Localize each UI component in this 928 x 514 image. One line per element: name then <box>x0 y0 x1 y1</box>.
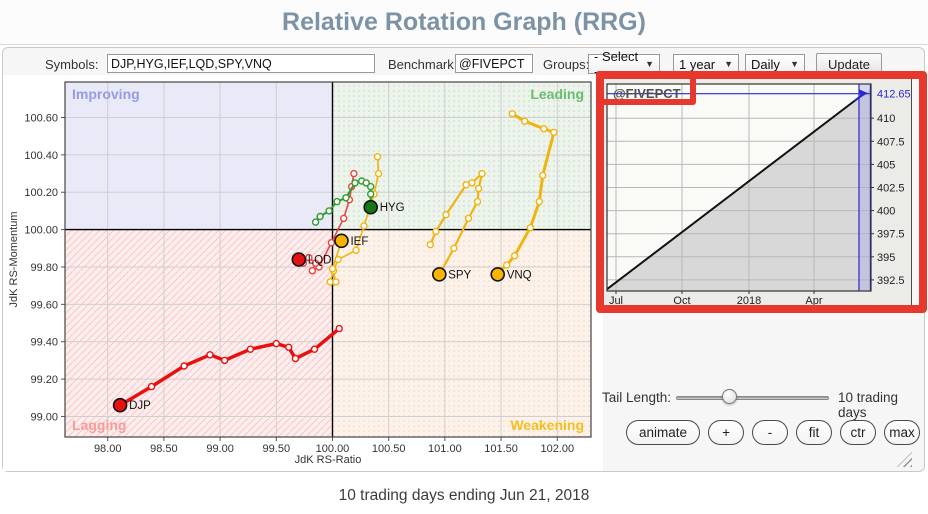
max-button[interactable]: max <box>884 420 921 445</box>
svg-text:99.00: 99.00 <box>30 411 58 423</box>
benchmark-chart-widget: 410 407.5 405 402.5 400 397.5 395 392.5 Jul Oct 20… <box>602 76 912 308</box>
svg-text:397.5: 397.5 <box>877 229 905 241</box>
svg-text:392.5: 392.5 <box>877 275 905 287</box>
chevron-down-icon: ▼ <box>790 59 799 69</box>
tail-length-value: 10 trading days <box>838 390 899 420</box>
series-VNQ: VNQ <box>490 110 558 282</box>
svg-text:JdK RS-Ratio: JdK RS-Ratio <box>295 454 362 466</box>
svg-text:Weakening: Weakening <box>510 417 584 433</box>
rrg-chart[interactable]: 98.00 98.50 99.00 99.50 100.00 100.50 101.00 10… <box>3 75 603 471</box>
svg-text:101.50: 101.50 <box>484 443 518 455</box>
series-SPY: SPY <box>426 169 486 282</box>
svg-text:2018: 2018 <box>737 295 761 307</box>
svg-text:LQD: LQD <box>308 255 332 267</box>
svg-text:407.5: 407.5 <box>877 136 905 148</box>
svg-text:99.60: 99.60 <box>30 299 58 311</box>
period-select[interactable]: 1 year ▼ <box>673 54 739 74</box>
page-title: Relative Rotation Graph (RRG) <box>282 8 646 36</box>
svg-text:SPY: SPY <box>448 269 471 281</box>
fit-button[interactable]: fit <box>796 420 833 445</box>
svg-text:402.5: 402.5 <box>877 183 905 195</box>
svg-text:100.00: 100.00 <box>24 225 58 237</box>
chevron-down-icon: ▼ <box>724 59 733 69</box>
quadrant-improving <box>65 82 333 230</box>
svg-text:99.80: 99.80 <box>30 262 58 274</box>
svg-text:DJP: DJP <box>129 400 151 412</box>
svg-text:101.00: 101.00 <box>428 443 462 455</box>
svg-text:100.40: 100.40 <box>24 150 58 162</box>
symbols-input[interactable] <box>107 54 375 73</box>
svg-text:@FIVEPCT: @FIVEPCT <box>613 86 681 101</box>
svg-text:410: 410 <box>877 113 895 125</box>
benchmark-chart: 410 407.5 405 402.5 400 397.5 395 392.5 Jul Oct 20… <box>606 83 911 307</box>
groups-select[interactable]: - Select - ▼ <box>588 49 660 79</box>
tail-length-slider-handle[interactable] <box>722 389 737 404</box>
svg-text:100.00: 100.00 <box>316 443 350 455</box>
series-DJP: DJP <box>112 324 343 413</box>
svg-text:Lagging: Lagging <box>72 417 126 433</box>
svg-text:Jul: Jul <box>609 295 623 307</box>
benchmark-label: Benchmark: <box>388 57 458 72</box>
svg-text:HYG: HYG <box>380 202 405 214</box>
rrg-chart-widget: 98.00 98.50 99.00 99.50 100.00 100.50 101.00 10… <box>3 75 603 471</box>
chevron-down-icon: ▼ <box>645 59 654 69</box>
frequency-select-value: Daily <box>751 56 780 72</box>
page-header: Relative Rotation Graph (RRG) <box>0 0 928 45</box>
symbols-label: Symbols: <box>45 57 99 72</box>
svg-text:100.60: 100.60 <box>24 113 58 125</box>
tail-length-label: Tail Length: <box>602 390 672 405</box>
animate-button[interactable]: animate <box>626 420 701 445</box>
series-HYG: HYG <box>311 177 405 226</box>
symbol-dot-IEF[interactable] <box>334 233 349 249</box>
svg-text:412.65: 412.65 <box>877 89 911 101</box>
frequency-select[interactable]: Daily ▼ <box>745 54 805 74</box>
symbol-dot-SPY[interactable] <box>431 267 447 282</box>
chart-caption: 10 trading days ending Jun 21, 2018 <box>338 487 590 504</box>
svg-text:98.50: 98.50 <box>150 443 178 455</box>
benchmark-input[interactable] <box>455 54 533 73</box>
period-select-value: 1 year <box>679 56 716 72</box>
svg-text:400: 400 <box>877 206 895 218</box>
svg-text:99.20: 99.20 <box>30 374 58 386</box>
symbol-dot-VNQ[interactable] <box>490 267 506 282</box>
symbol-dot-HYG[interactable] <box>363 199 379 215</box>
symbol-dot-LQD[interactable] <box>291 252 307 267</box>
svg-text:99.40: 99.40 <box>30 337 58 349</box>
svg-text:99.00: 99.00 <box>206 443 234 455</box>
svg-text:102.00: 102.00 <box>540 443 574 455</box>
series-LQD: LQD <box>291 169 358 275</box>
svg-text:98.00: 98.00 <box>94 443 122 455</box>
tail-length-slider[interactable] <box>676 396 829 400</box>
svg-text:Leading: Leading <box>530 86 584 102</box>
svg-text:395: 395 <box>877 252 895 264</box>
svg-text:99.50: 99.50 <box>263 443 291 455</box>
groups-label: Groups: <box>543 57 590 72</box>
svg-text:100.20: 100.20 <box>24 187 58 199</box>
svg-text:IEF: IEF <box>350 236 368 248</box>
zoom-in-button[interactable]: + <box>708 420 745 445</box>
svg-text:Improving: Improving <box>72 86 140 102</box>
update-button[interactable]: Update <box>816 53 882 75</box>
symbol-dot-DJP[interactable] <box>112 397 128 413</box>
chart-button-row: animate + - fit ctr max <box>626 420 921 445</box>
svg-text:VNQ: VNQ <box>507 269 532 281</box>
svg-text:405: 405 <box>877 159 895 171</box>
svg-text:100.50: 100.50 <box>372 443 406 455</box>
svg-text:Oct: Oct <box>673 295 690 307</box>
zoom-out-button[interactable]: - <box>752 420 789 445</box>
center-button[interactable]: ctr <box>840 420 877 445</box>
svg-text:Apr: Apr <box>805 295 822 307</box>
svg-text:JdK RS-Momentum: JdK RS-Momentum <box>8 212 20 308</box>
